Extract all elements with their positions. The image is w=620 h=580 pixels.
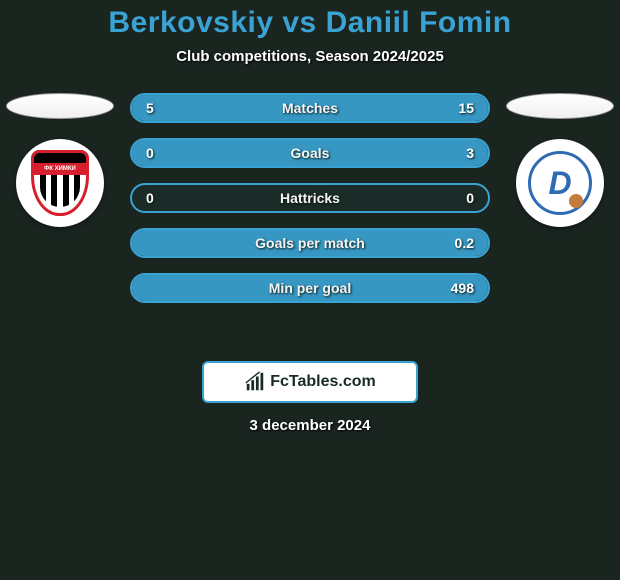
stat-label: Matches xyxy=(132,100,488,116)
brand-text: FcTables.com xyxy=(270,373,376,391)
stat-bar: 5Matches15 xyxy=(130,93,490,123)
stat-value-right: 0 xyxy=(466,190,474,206)
stat-value-right: 498 xyxy=(451,280,474,296)
stat-value-right: 15 xyxy=(458,100,474,116)
player-left-oval xyxy=(6,93,114,119)
footer-date: 3 december 2024 xyxy=(0,417,620,434)
crest-khimki-label: ФК ХИМКИ xyxy=(34,163,86,175)
page-title: Berkovskiy vs Daniil Fomin xyxy=(0,6,620,40)
stat-value-right: 3 xyxy=(466,145,474,161)
stat-value-right: 0.2 xyxy=(455,235,474,251)
player-right-column: D xyxy=(500,93,620,227)
brand-badge: FcTables.com xyxy=(202,361,418,403)
stat-bar: Min per goal498 xyxy=(130,273,490,303)
stat-bar: Goals per match0.2 xyxy=(130,228,490,258)
stat-label: Goals xyxy=(132,145,488,161)
player-right-oval xyxy=(506,93,614,119)
stat-label: Hattricks xyxy=(132,190,488,206)
player-left-column: ФК ХИМКИ xyxy=(0,93,120,227)
brand-chart-icon xyxy=(244,371,266,393)
stat-bar: 0Goals3 xyxy=(130,138,490,168)
stat-bar: 0Hattricks0 xyxy=(130,183,490,213)
stat-label: Goals per match xyxy=(132,235,488,251)
dynamo-d-icon: D xyxy=(548,165,571,202)
subtitle: Club competitions, Season 2024/2025 xyxy=(0,48,620,65)
stat-bars: 5Matches150Goals30Hattricks0Goals per ma… xyxy=(130,93,490,303)
club-crest-dynamo: D xyxy=(516,139,604,227)
stat-label: Min per goal xyxy=(132,280,488,296)
club-crest-khimki: ФК ХИМКИ xyxy=(16,139,104,227)
dynamo-ball-icon xyxy=(569,194,583,208)
